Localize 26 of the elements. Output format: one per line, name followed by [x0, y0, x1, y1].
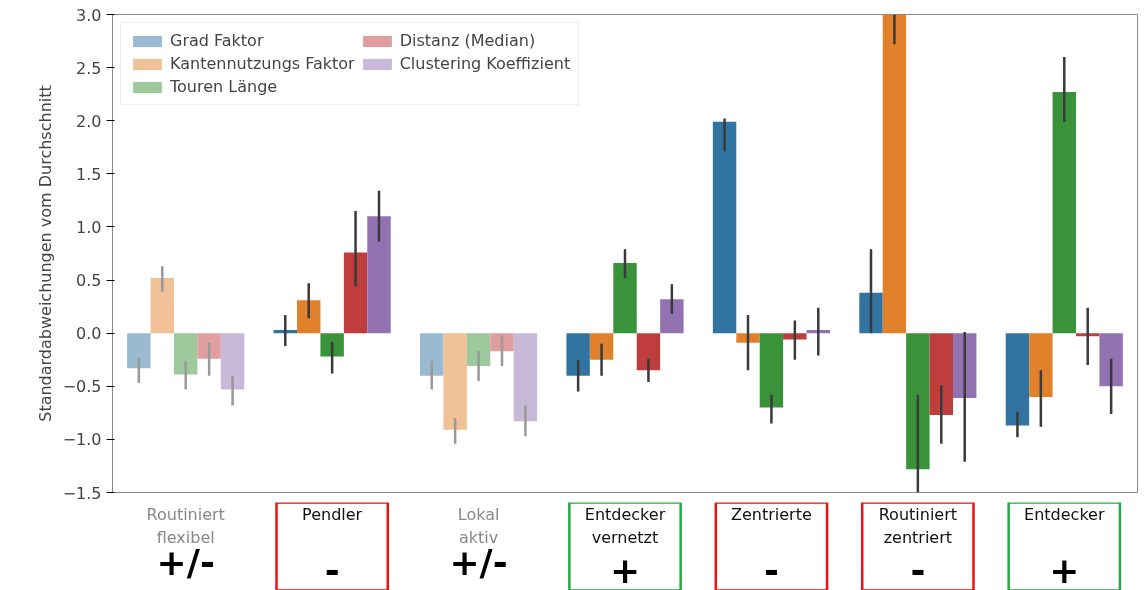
x-tick-label: Zentrierte — [731, 505, 812, 525]
x-tick-label: Routiniert zentriert — [878, 505, 958, 547]
legend-label: Touren Länge — [170, 77, 278, 96]
y-tick-label: 2.0 — [76, 111, 102, 131]
y-tick-label: 1.5 — [76, 164, 102, 184]
legend-label: Kantennutzungs Faktor — [170, 54, 355, 73]
legend-label: Grad Faktor — [170, 31, 264, 50]
y-tick-label: −1.5 — [62, 483, 102, 503]
x-tick-label: Pendler — [302, 505, 363, 525]
x-tick-label: Entdecker — [1024, 505, 1105, 525]
y-tick-label: 0.0 — [76, 324, 102, 344]
y-tick-label: 0.5 — [76, 271, 102, 291]
y-tick-label: −0.5 — [62, 377, 102, 397]
text: - — [324, 550, 340, 590]
y-tick-label: 2.5 — [76, 58, 102, 78]
text: + — [609, 550, 641, 590]
x-tick-label: Entdecker vernetzt — [584, 505, 666, 547]
y-tick-label: −1.0 — [62, 430, 102, 450]
y-tick-label: 1.0 — [76, 217, 102, 237]
y-tick-label: 3.0 — [76, 5, 102, 25]
legend-label: Clustering Koeffizient — [399, 54, 571, 73]
y-axis-title: Standardabweichungen vom Durchschnitt — [35, 85, 55, 422]
text: - — [763, 550, 779, 590]
text: + — [1049, 550, 1080, 590]
legend-label: Distanz (Median) — [399, 31, 536, 50]
text: - — [910, 550, 926, 590]
